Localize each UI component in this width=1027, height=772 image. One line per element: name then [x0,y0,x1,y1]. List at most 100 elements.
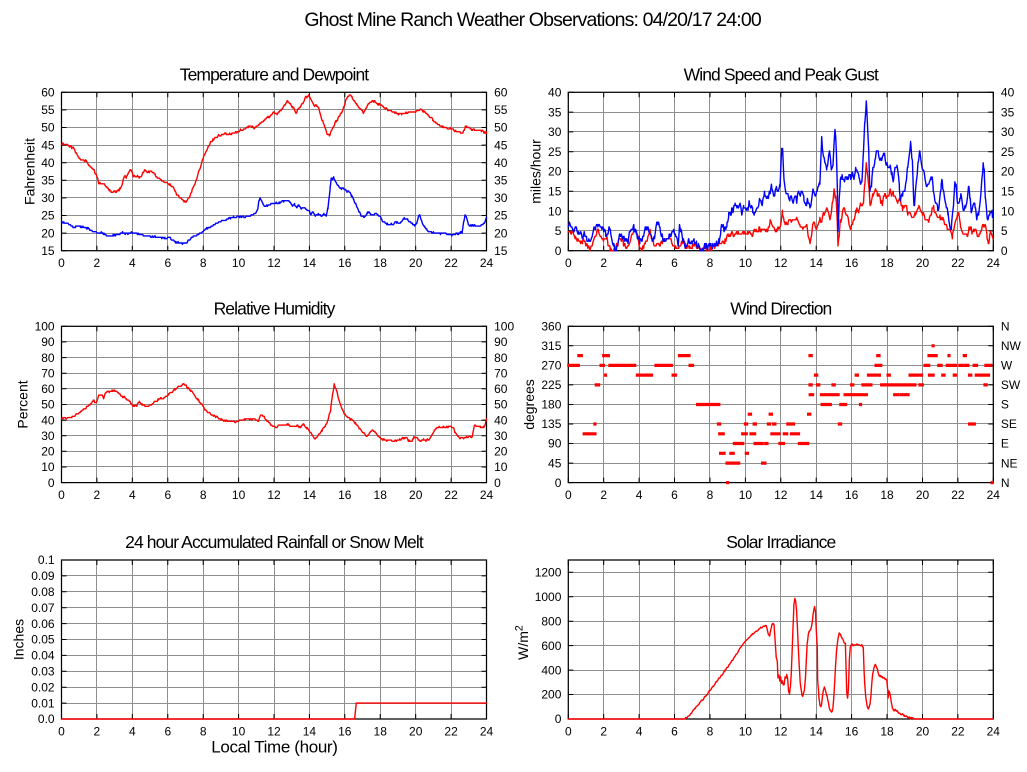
svg-text:6: 6 [671,724,678,738]
svg-text:10: 10 [739,488,753,502]
svg-text:14: 14 [810,256,824,270]
svg-text:0: 0 [565,488,572,502]
svg-text:Wind Direction: Wind Direction [730,298,831,318]
svg-text:22: 22 [951,724,965,738]
svg-text:24 hour Accumulated Rainfall o: 24 hour Accumulated Rainfall or Snow Mel… [125,532,424,552]
svg-text:10: 10 [232,488,246,502]
svg-text:4: 4 [129,256,136,270]
svg-text:16: 16 [845,256,859,270]
svg-text:14: 14 [303,488,317,502]
svg-text:20: 20 [409,488,423,502]
svg-text:W: W [1001,359,1013,373]
svg-text:24: 24 [987,724,1001,738]
svg-text:60: 60 [494,86,508,100]
svg-text:12: 12 [267,488,281,502]
svg-text:8: 8 [200,256,207,270]
svg-text:22: 22 [444,256,458,270]
svg-text:Relative Humidity: Relative Humidity [214,298,336,318]
svg-text:90: 90 [41,335,55,349]
svg-text:30: 30 [41,429,55,443]
svg-text:18: 18 [880,256,894,270]
svg-text:20: 20 [548,165,562,179]
svg-text:55: 55 [41,103,55,117]
svg-text:4: 4 [129,488,136,502]
svg-text:24: 24 [987,488,1001,502]
svg-text:NE: NE [1001,456,1018,470]
svg-text:0: 0 [555,476,562,490]
svg-text:20: 20 [409,724,423,738]
svg-text:80: 80 [41,351,55,365]
svg-text:200: 200 [541,688,561,702]
svg-text:50: 50 [494,121,508,135]
svg-text:0: 0 [555,244,562,258]
svg-text:35: 35 [494,174,508,188]
svg-text:100: 100 [35,320,55,334]
svg-text:0: 0 [565,256,572,270]
svg-text:0: 0 [494,476,501,490]
svg-text:4: 4 [129,724,136,738]
svg-text:Local Time (hour): Local Time (hour) [211,738,337,757]
svg-text:90: 90 [494,335,508,349]
svg-text:60: 60 [41,86,55,100]
svg-text:Ghost Mine Ranch Weather Obser: Ghost Mine Ranch Weather Observations: 0… [304,9,761,31]
svg-text:30: 30 [1001,125,1015,139]
svg-text:E: E [1001,437,1009,451]
svg-text:270: 270 [541,359,561,373]
svg-text:14: 14 [303,724,317,738]
svg-text:0.07: 0.07 [31,601,55,615]
svg-text:8: 8 [707,488,714,502]
svg-text:35: 35 [41,174,55,188]
svg-text:miles/hour: miles/hour [528,139,544,204]
svg-text:14: 14 [810,488,824,502]
svg-text:18: 18 [880,724,894,738]
svg-text:30: 30 [494,191,508,205]
svg-text:10: 10 [739,724,753,738]
svg-text:Temperature and Dewpoint: Temperature and Dewpoint [180,64,370,84]
svg-text:2: 2 [600,256,607,270]
svg-text:22: 22 [951,256,965,270]
svg-text:60: 60 [41,382,55,396]
svg-text:12: 12 [774,256,788,270]
svg-text:0: 0 [1001,244,1008,258]
svg-text:35: 35 [548,105,562,119]
svg-text:0: 0 [58,724,65,738]
svg-text:0: 0 [58,488,65,502]
svg-text:6: 6 [671,256,678,270]
svg-text:24: 24 [987,256,1001,270]
svg-text:5: 5 [1001,224,1008,238]
svg-text:70: 70 [41,366,55,380]
svg-text:12: 12 [267,724,281,738]
svg-text:22: 22 [951,488,965,502]
svg-text:25: 25 [1001,145,1015,159]
svg-text:20: 20 [41,226,55,240]
svg-text:25: 25 [41,209,55,223]
svg-text:Wind Speed and Peak Gust: Wind Speed and Peak Gust [684,64,879,84]
svg-text:35: 35 [1001,105,1015,119]
svg-text:12: 12 [774,488,788,502]
svg-text:8: 8 [707,256,714,270]
svg-text:20: 20 [494,226,508,240]
svg-text:2: 2 [94,488,101,502]
svg-text:0: 0 [58,256,65,270]
svg-text:Solar Irradiance: Solar Irradiance [726,532,835,552]
svg-text:800: 800 [541,614,561,628]
svg-text:20: 20 [409,256,423,270]
svg-text:6: 6 [164,488,171,502]
svg-text:4: 4 [636,256,643,270]
svg-text:60: 60 [494,382,508,396]
svg-text:40: 40 [41,413,55,427]
svg-text:10: 10 [232,724,246,738]
svg-text:22: 22 [444,488,458,502]
svg-text:40: 40 [494,156,508,170]
svg-text:20: 20 [916,724,930,738]
svg-text:0.09: 0.09 [31,569,55,583]
svg-text:6: 6 [671,488,678,502]
svg-text:360: 360 [541,320,561,334]
svg-text:15: 15 [494,244,508,258]
svg-text:6: 6 [164,256,171,270]
svg-text:20: 20 [494,445,508,459]
svg-text:14: 14 [303,256,317,270]
svg-text:5: 5 [555,224,562,238]
svg-text:40: 40 [1001,86,1015,100]
svg-text:25: 25 [548,145,562,159]
